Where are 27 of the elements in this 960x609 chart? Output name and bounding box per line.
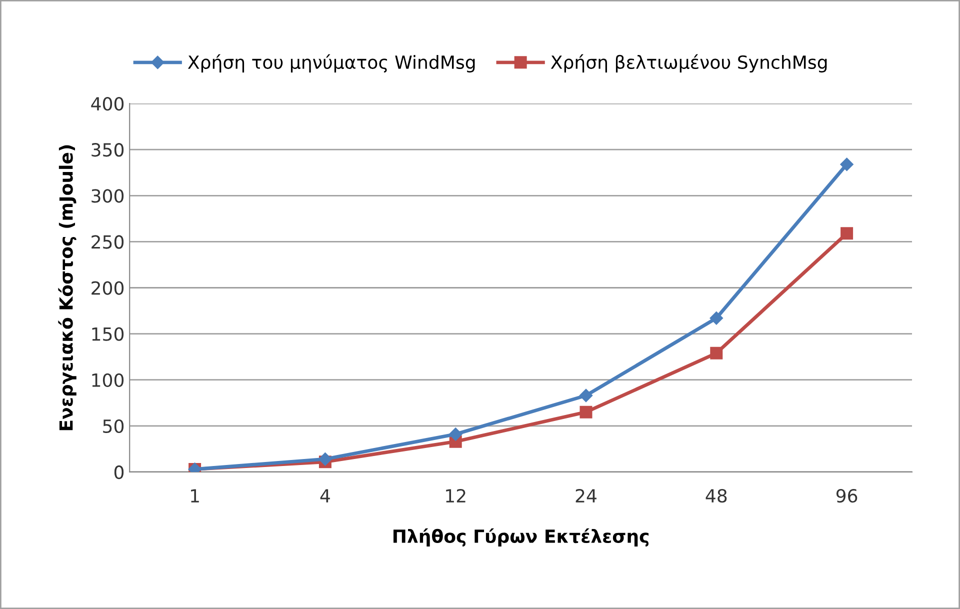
y-tick-label: 250: [92, 235, 124, 249]
point: [579, 388, 593, 402]
y-tick-label: 100: [92, 373, 124, 387]
y-tick-label: 300: [92, 189, 124, 203]
y-tick-label: 200: [92, 281, 124, 295]
y-axis-title: Ενεργειακό Κόστος (mJoule): [58, 145, 76, 430]
point: [840, 227, 854, 240]
legend-label: Χρήση του μηνύματος WindMsg: [188, 54, 475, 73]
y-tick-label: 50: [103, 419, 124, 434]
y-tick-label: 150: [92, 327, 124, 341]
x-tick-label: 24: [576, 488, 596, 502]
x-tick-label: 4: [320, 489, 330, 502]
x-axis-title: Πλήθος Γύρων Εκτέλεσης: [394, 528, 649, 547]
y-tick-label: 0: [114, 465, 124, 480]
point: [710, 312, 723, 325]
point: [449, 428, 462, 441]
x-tick-label: 96: [836, 488, 858, 503]
point: [840, 158, 854, 171]
x-tick-label: 1: [191, 489, 199, 502]
point: [710, 346, 723, 360]
point: [318, 452, 332, 466]
x-tick-label: 48: [706, 488, 727, 503]
y-tick-label: 350: [92, 143, 124, 157]
x-tick-label: 12: [446, 488, 466, 502]
point: [580, 406, 592, 418]
y-tick-label: 400: [91, 96, 124, 111]
legend-label: Χρήση βελτιωμένου SynchMsg: [550, 54, 827, 73]
